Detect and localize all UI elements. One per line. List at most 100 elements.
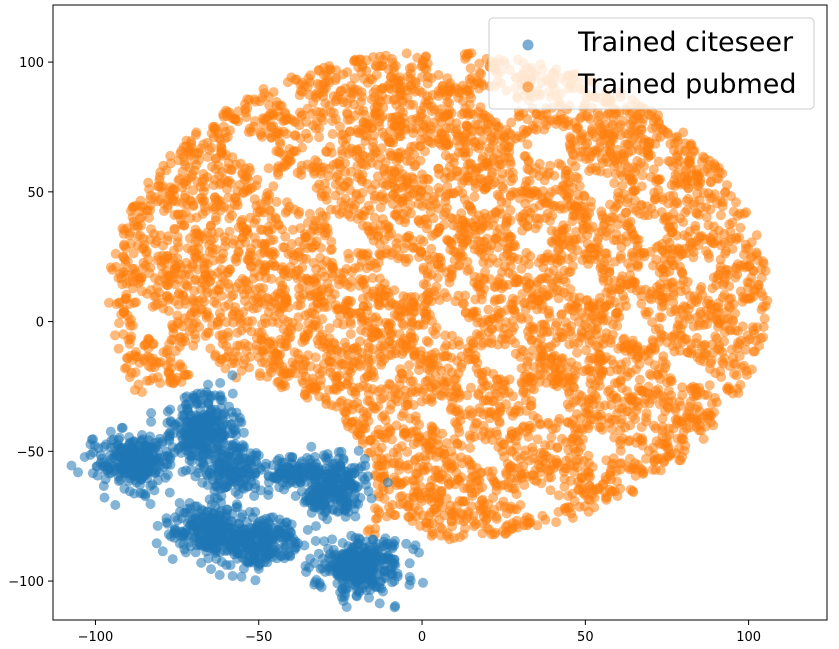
pubmed-point [475,244,486,255]
pubmed-point [682,311,693,322]
pubmed-point [221,317,232,328]
pubmed-point [504,141,515,152]
pubmed-point [271,196,282,207]
pubmed-point [463,49,474,60]
pubmed-point [682,276,693,287]
pubmed-point [559,481,570,492]
pubmed-point [204,276,215,287]
pubmed-point [565,142,576,152]
pubmed-point [641,453,651,464]
pubmed-point [650,423,661,434]
pubmed-point [405,200,416,211]
pubmed-point [422,355,432,366]
pubmed-point [494,418,505,428]
pubmed-point [516,363,527,374]
pubmed-point [609,432,620,443]
pubmed-point [464,312,474,323]
pubmed-point [367,273,378,283]
pubmed-point [714,318,725,329]
pubmed-point [670,405,681,416]
pubmed-point [650,464,661,475]
pubmed-point [464,430,475,441]
pubmed-point [551,276,562,287]
pubmed-point [338,129,349,140]
pubmed-point [653,156,664,167]
pubmed-point [630,185,641,196]
pubmed-point [390,510,401,521]
pubmed-point [326,236,337,247]
pubmed-point [374,283,385,294]
pubmed-point [433,226,444,237]
pubmed-point [741,366,752,376]
pubmed-point [613,199,624,209]
pubmed-point [567,261,578,271]
pubmed-point [635,158,646,169]
pubmed-point [431,322,442,333]
pubmed-point [538,447,549,458]
pubmed-point [421,280,432,291]
pubmed-point [358,210,369,221]
pubmed-point [618,290,629,301]
pubmed-point [311,273,322,284]
pubmed-point [462,390,473,401]
pubmed-point [357,293,368,304]
pubmed-point [169,224,180,235]
pubmed-point [724,384,735,395]
pubmed-point [471,476,482,487]
pubmed-point [491,374,502,385]
pubmed-point [223,327,233,338]
pubmed-point [381,383,392,394]
pubmed-point [460,148,470,158]
pubmed-point [609,178,620,189]
pubmed-point [352,145,363,156]
pubmed-point [146,224,156,235]
pubmed-point [497,181,508,192]
pubmed-point [110,330,120,341]
pubmed-point [368,87,379,98]
pubmed-point [572,347,582,358]
pubmed-point [471,166,482,176]
pubmed-point [286,247,297,258]
pubmed-point [705,364,715,374]
pubmed-point [163,294,174,305]
pubmed-point [522,125,532,136]
pubmed-point [571,455,582,466]
pubmed-point [701,212,712,222]
pubmed-point [509,307,520,318]
pubmed-point [354,307,365,318]
pubmed-point [361,131,372,142]
pubmed-point [439,510,450,521]
pubmed-point [430,199,441,209]
pubmed-point [612,378,623,388]
pubmed-point [470,178,481,189]
pubmed-point [751,230,762,241]
pubmed-point [669,346,680,357]
pubmed-point [382,179,393,190]
pubmed-point [196,284,207,295]
pubmed-point [629,195,640,206]
pubmed-point [692,352,703,363]
pubmed-point [325,362,336,373]
pubmed-point [415,246,426,257]
pubmed-point [110,248,121,259]
pubmed-point [384,502,394,513]
pubmed-point [725,325,736,336]
pubmed-point [441,203,452,213]
pubmed-point [505,231,516,242]
pubmed-point [556,309,567,320]
pubmed-point [240,104,251,115]
pubmed-point [553,293,564,304]
pubmed-point [258,120,269,130]
pubmed-point [304,208,315,219]
pubmed-point [689,197,700,208]
pubmed-point [434,138,445,149]
pubmed-point [199,202,210,213]
pubmed-point [690,295,701,306]
pubmed-point [637,170,648,181]
pubmed-point [323,286,334,297]
pubmed-point [666,180,677,190]
pubmed-point [440,330,451,341]
pubmed-point [340,158,350,169]
pubmed-point [268,181,279,192]
pubmed-point [477,518,488,529]
